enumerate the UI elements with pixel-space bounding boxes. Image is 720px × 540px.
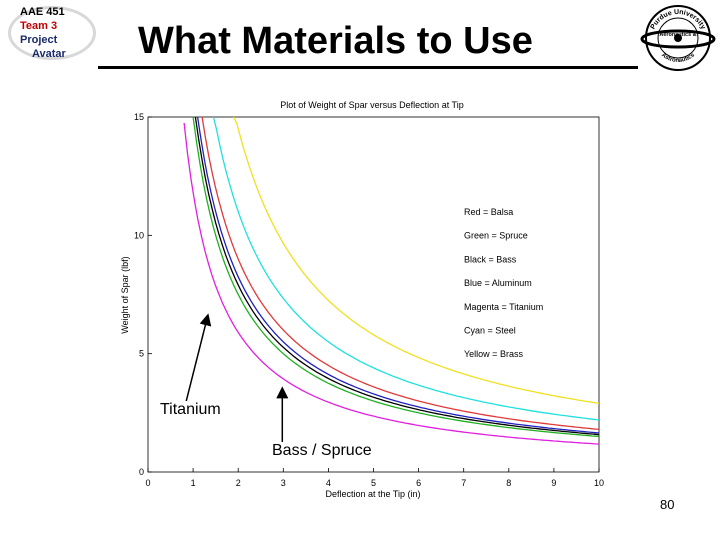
- y-tick-label: 0: [139, 467, 144, 477]
- seal-text-mid: Aeronautics &: [659, 32, 696, 38]
- x-tick-label: 1: [191, 478, 196, 488]
- legend-entry: Red = Balsa: [464, 207, 513, 217]
- series-line-balsa: [201, 116, 600, 431]
- arrow-titanium: [185, 313, 212, 403]
- series-line-brass: [233, 116, 600, 405]
- x-tick-label: 2: [236, 478, 241, 488]
- logo-swoosh: [8, 6, 96, 60]
- x-tick-label: 8: [506, 478, 511, 488]
- y-tick-label: 15: [134, 112, 144, 122]
- x-axis-label: Deflection at the Tip (in): [325, 489, 420, 499]
- logo-line-avatar: Avatar: [32, 48, 66, 60]
- series-line-titanium: [183, 122, 600, 445]
- annotation-bass-spruce: Bass / Spruce: [270, 442, 374, 460]
- university-seal: Purdue University Aeronautics & Astronau…: [640, 5, 716, 71]
- y-tick-label: 10: [134, 230, 144, 240]
- page-number: 80: [660, 497, 675, 512]
- legend-entry: Green = Spruce: [464, 231, 528, 241]
- x-tick-label: 3: [281, 478, 286, 488]
- x-tick-label: 4: [326, 478, 331, 488]
- title-divider: [98, 66, 638, 69]
- series-line-aluminum: [196, 116, 600, 434]
- page-title: What Materials to Use: [138, 20, 533, 62]
- chart-title: Plot of Weight of Spar versus Deflection…: [280, 100, 463, 110]
- logo-line-course: AAE 451: [20, 6, 65, 18]
- logo-line-project: Project: [20, 34, 58, 46]
- x-tick-label: 5: [371, 478, 376, 488]
- logo-line-team: Team 3: [20, 20, 58, 32]
- series-line-bass: [194, 116, 600, 436]
- annotation-titanium: Titanium: [158, 401, 223, 419]
- series-layer: [183, 116, 600, 445]
- legend-entry: Cyan = Steel: [464, 326, 516, 336]
- legend-entry: Yellow = Brass: [464, 349, 523, 359]
- x-tick-label: 0: [145, 478, 150, 488]
- y-axis-label: Weight of Spar (lbf): [120, 256, 130, 333]
- chart-legend: Red = Balsa Green = Spruce Black = Bass Blu…: [464, 207, 543, 359]
- series-line-spruce: [192, 116, 600, 438]
- x-tick-label: 7: [461, 478, 466, 488]
- annotation-arrows: [185, 313, 289, 443]
- series-line-steel: [212, 116, 600, 421]
- legend-entry: Blue = Aluminum: [464, 278, 532, 288]
- legend-entry: Black = Bass: [464, 254, 517, 264]
- x-tick-label: 6: [416, 478, 421, 488]
- y-tick-label: 5: [139, 349, 144, 359]
- team-logo: AAE 451 Team 3 Project Avatar: [6, 4, 98, 64]
- legend-entry: Magenta = Titanium: [464, 302, 543, 312]
- x-tick-label: 10: [594, 478, 604, 488]
- x-tick-label: 9: [551, 478, 556, 488]
- axis-ticks: 0 1 2 3 4 5 6 7 8 9 10 0 5 10 15: [134, 112, 604, 488]
